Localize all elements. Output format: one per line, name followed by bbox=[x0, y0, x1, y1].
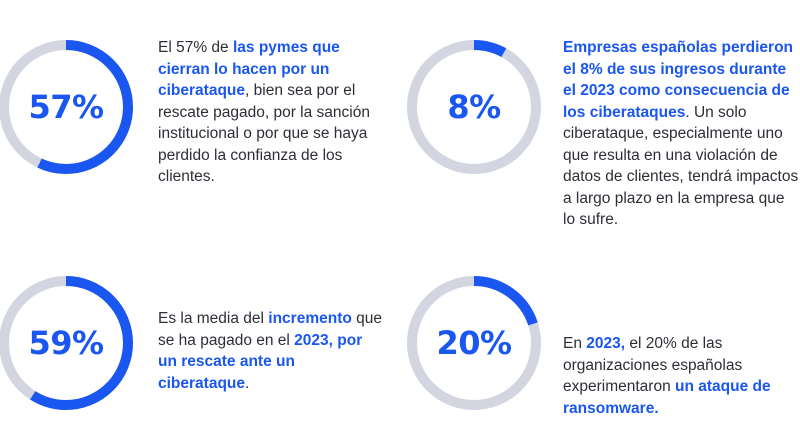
highlighted-text: Empresas españolas perdieron el 8% de su… bbox=[563, 39, 794, 121]
donut-chart-8: 8% bbox=[404, 37, 544, 177]
body-text: que se ha pagado en el bbox=[158, 310, 383, 349]
body-text: El 57% de bbox=[158, 39, 233, 56]
body-text: . Un solo ciberataque, especialmente uno… bbox=[563, 103, 799, 229]
body-text: . bbox=[245, 374, 250, 392]
donut-progress bbox=[407, 276, 541, 410]
stat-description: Empresas españolas perdieron el 8% de su… bbox=[563, 37, 800, 231]
donut-chart-20: 20% bbox=[404, 273, 544, 413]
stat-description: El 57% de las pymes que cierran lo hacen… bbox=[158, 37, 383, 188]
body-text: , bien sea por el rescate pagado, por la… bbox=[158, 82, 370, 185]
donut-svg bbox=[0, 40, 133, 174]
stat-description: En 2023, el 20% de las organizaciones es… bbox=[563, 333, 788, 419]
donut-progress bbox=[0, 276, 133, 410]
donut-chart-57: 57% bbox=[0, 37, 136, 177]
highlighted-text: las pymes que cierran lo hacen por un ci… bbox=[158, 39, 340, 99]
donut-svg bbox=[0, 276, 133, 410]
highlighted-text: un ataque de ransomware. bbox=[563, 378, 771, 417]
body-text: el 20% de las organizaciones españolas e… bbox=[563, 335, 743, 395]
donut-progress bbox=[0, 40, 133, 174]
percentage-value: 59% bbox=[28, 324, 104, 362]
body-text: En bbox=[563, 335, 587, 352]
donut-svg bbox=[407, 40, 541, 174]
donut-chart-59: 59% bbox=[0, 273, 136, 413]
donut-progress bbox=[407, 40, 541, 174]
percentage-value: 20% bbox=[436, 324, 512, 362]
highlighted-text: 2023, bbox=[586, 335, 626, 352]
stat-description: Es la media del incremento que se ha pag… bbox=[158, 308, 383, 394]
percentage-value: 57% bbox=[28, 88, 104, 126]
highlighted-text: 2023, por un rescate ante un ciberataque bbox=[158, 331, 363, 392]
highlighted-text: incremento bbox=[268, 310, 352, 327]
body-text: Es la media del bbox=[158, 310, 269, 327]
donut-svg bbox=[407, 276, 541, 410]
percentage-value: 8% bbox=[447, 88, 501, 126]
